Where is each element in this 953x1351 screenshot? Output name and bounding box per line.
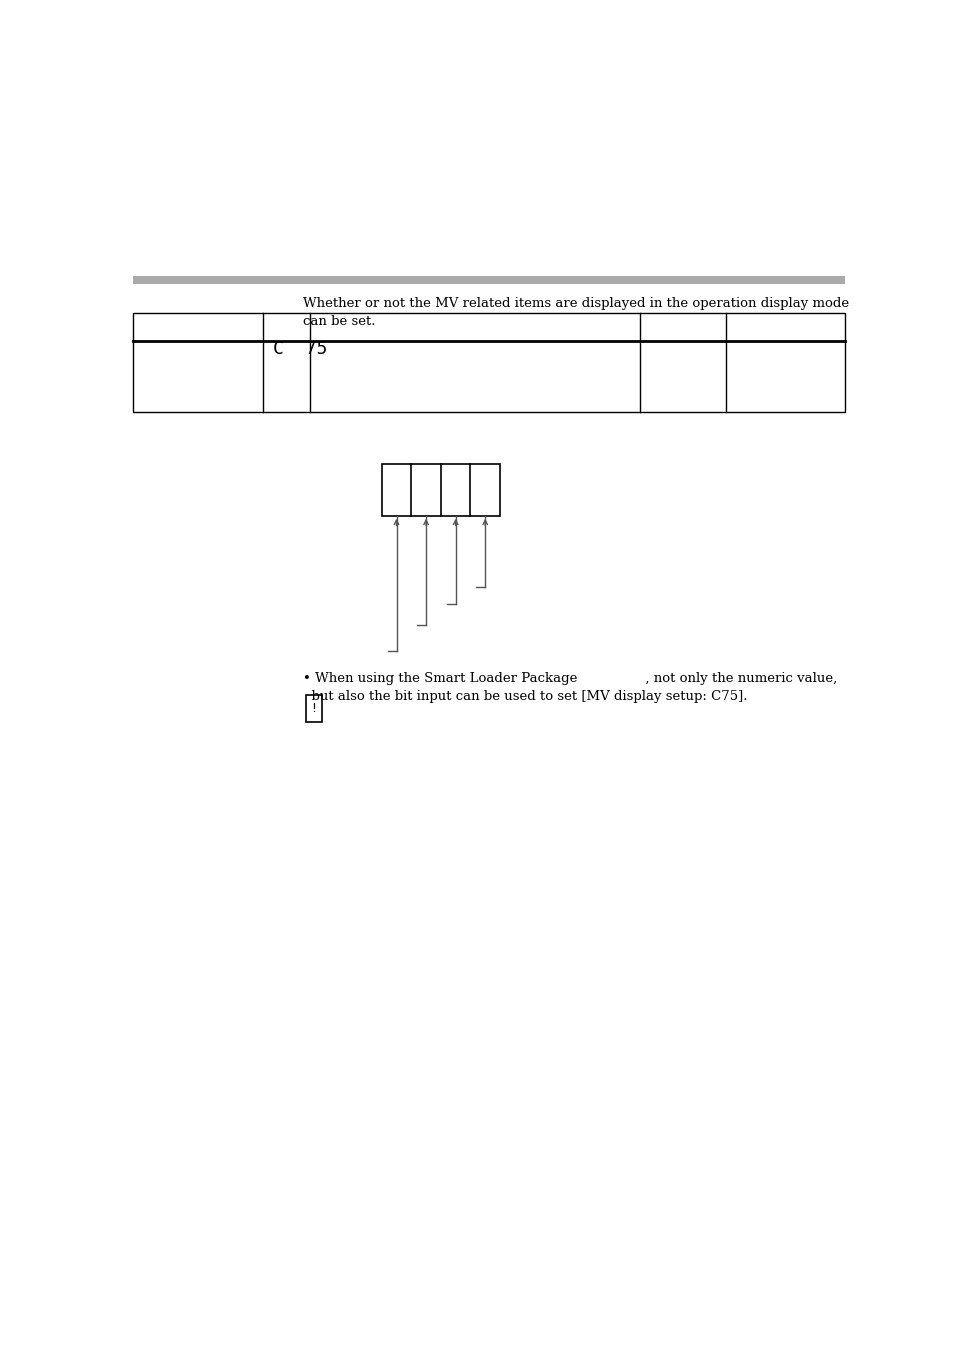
Bar <box>132 276 844 284</box>
Text: !: ! <box>311 701 315 715</box>
Text: • When using the Smart Loader Package                , not only the numeric valu: • When using the Smart Loader Package , … <box>302 671 836 703</box>
Bar <box>381 463 499 516</box>
Text: C  75: C 75 <box>273 340 327 358</box>
Bar <box>305 694 321 721</box>
Bar <box>132 313 844 412</box>
Text: Whether or not the MV related items are displayed in the operation display mode
: Whether or not the MV related items are … <box>302 297 848 328</box>
